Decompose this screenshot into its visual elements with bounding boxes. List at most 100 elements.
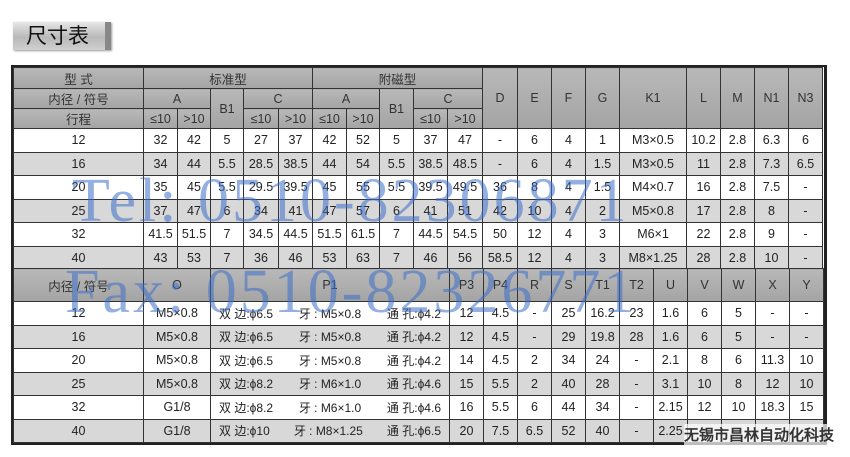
- value-cell: 37: [413, 128, 448, 153]
- P1-part: 通 孔:ϕ4.6: [386, 377, 441, 392]
- value-cell: 2.8: [720, 198, 755, 223]
- header-le10: ≤10: [312, 108, 347, 129]
- P1-cell: 双 边:ϕ10 牙 : M8×1.25 通 孔:ϕ6.5: [210, 418, 450, 443]
- value-cell: 25: [551, 301, 586, 326]
- P1-part: 牙 : M5×0.8: [298, 330, 362, 345]
- header-gt10: >10: [346, 108, 380, 129]
- value-cell: 6.5: [517, 418, 552, 443]
- company-watermark: 无锡市昌林自动化科技: [684, 424, 835, 445]
- value-cell: 23: [619, 301, 654, 326]
- value-cell: -: [788, 222, 823, 247]
- value-cell: 4: [551, 245, 586, 270]
- value-cell: 4: [551, 222, 586, 247]
- table-row: 20 M5×0.8 双 边:ϕ6.5 牙 : M5×0.8 通 孔:ϕ4.2 14 4.5 2…: [13, 348, 824, 373]
- value-cell: 2.8: [720, 128, 755, 153]
- value-cell: 38.5: [278, 151, 313, 176]
- value-cell: 7: [379, 222, 414, 247]
- O-cell: M5×0.8: [143, 301, 211, 326]
- value-cell: 22: [686, 222, 721, 247]
- header-gt10: >10: [177, 108, 211, 129]
- value-cell: 6.5: [788, 151, 823, 176]
- value-cell: 9: [754, 222, 789, 247]
- value-cell: 12: [449, 324, 484, 349]
- header-E: E: [517, 67, 552, 129]
- P1-part: 通 孔:ϕ4.2: [386, 306, 441, 321]
- value-cell: 5: [210, 128, 244, 153]
- value-cell: 6: [517, 395, 552, 420]
- value-cell: 27: [243, 128, 279, 153]
- value-cell: 29: [551, 324, 586, 349]
- header-type: 型 式: [13, 67, 144, 89]
- value-cell: 10: [789, 348, 824, 373]
- value-cell: 12: [449, 301, 484, 326]
- header-M: M: [720, 67, 755, 129]
- value-cell: 12: [517, 222, 552, 247]
- header-le10: ≤10: [413, 108, 448, 129]
- header-X: X: [755, 268, 790, 302]
- value-cell: 7: [210, 222, 244, 247]
- value-cell: 49.5: [447, 175, 483, 200]
- header-F: F: [551, 67, 586, 129]
- P1-part: 通 孔:ϕ6.5: [386, 424, 441, 439]
- value-cell: 8: [517, 175, 552, 200]
- O-cell: G1/8: [143, 418, 211, 443]
- header-Y: Y: [789, 268, 824, 302]
- value-cell: 8: [721, 371, 756, 396]
- value-cell: 2.8: [720, 151, 755, 176]
- value-cell: 5.5: [379, 151, 414, 176]
- header-standard: 标准型: [143, 67, 313, 89]
- value-cell: 3: [585, 222, 620, 247]
- value-cell: -: [788, 198, 823, 223]
- value-cell: 34: [551, 348, 586, 373]
- value-cell: 41: [278, 198, 313, 223]
- value-cell: 36: [482, 175, 518, 200]
- value-cell: 8: [687, 348, 722, 373]
- value-cell: 24: [585, 348, 620, 373]
- value-cell: 7.5: [754, 175, 789, 200]
- bore-cell: 20: [13, 175, 144, 200]
- P1-values: 双 边:ϕ6.5 牙 : M5×0.8 通 孔:ϕ4.2: [212, 328, 449, 345]
- header-mag-C: C: [413, 88, 483, 109]
- header-P3: P3: [449, 268, 484, 302]
- value-cell: 40: [551, 371, 586, 396]
- value-cell: 46: [278, 245, 313, 270]
- P1-values: 双 边:ϕ8.2 牙 : M6×1.0 通 孔:ϕ4.6: [212, 399, 449, 416]
- header-le10: ≤10: [243, 108, 279, 129]
- header-std-C: C: [243, 88, 313, 109]
- value-cell: 2.8: [720, 175, 755, 200]
- value-cell: 54.5: [447, 222, 483, 247]
- header-bore-symbol: 内径 / 符号: [13, 268, 144, 302]
- value-cell: 6: [721, 348, 756, 373]
- P1-values: 双 边:ϕ10 牙 : M8×1.25 通 孔:ϕ6.5: [212, 422, 449, 439]
- value-cell: M5×0.8: [619, 198, 687, 223]
- value-cell: 7.5: [483, 418, 518, 443]
- value-cell: 15: [449, 371, 484, 396]
- bore-cell: 16: [13, 151, 144, 176]
- value-cell: M6×1: [619, 222, 687, 247]
- value-cell: 7: [379, 245, 414, 270]
- value-cell: 2.8: [720, 222, 755, 247]
- value-cell: 12: [517, 245, 552, 270]
- value-cell: 4: [551, 151, 586, 176]
- value-cell: 32: [143, 128, 178, 153]
- value-cell: 53: [312, 245, 347, 270]
- table-row: 12 M5×0.8 双 边:ϕ6.5 牙 : M5×0.8 通 孔:ϕ4.2 12 4.5-…: [13, 301, 824, 326]
- table-row: 12 32 42 5 27 37 42 52 5 37 47-6 4 1 M3×0.5 10.2 2.8 6.3…: [13, 128, 823, 153]
- section-title: 尺寸表: [13, 22, 111, 50]
- P1-part: 牙 : M8×1.25: [293, 424, 363, 439]
- bore-cell: 40: [13, 245, 144, 270]
- value-cell: 44.5: [278, 222, 313, 247]
- value-cell: -: [517, 324, 552, 349]
- value-cell: 61.5: [346, 222, 380, 247]
- value-cell: 11.3: [755, 348, 790, 373]
- value-cell: 34: [143, 151, 178, 176]
- table-row: 16 34 44 5.5 28.5 38.5 44 54 5.5 38.5 48.5-6 4 1.5 M3…: [13, 151, 823, 176]
- value-cell: 19.8: [585, 324, 620, 349]
- value-cell: -: [788, 245, 823, 270]
- value-cell: 15: [789, 395, 824, 420]
- value-cell: M4×0.7: [619, 175, 687, 200]
- bore-cell: 16: [13, 324, 144, 349]
- bore-cell: 40: [13, 418, 144, 443]
- value-cell: 1: [585, 128, 620, 153]
- P1-part: 通 孔:ϕ4.6: [386, 400, 441, 415]
